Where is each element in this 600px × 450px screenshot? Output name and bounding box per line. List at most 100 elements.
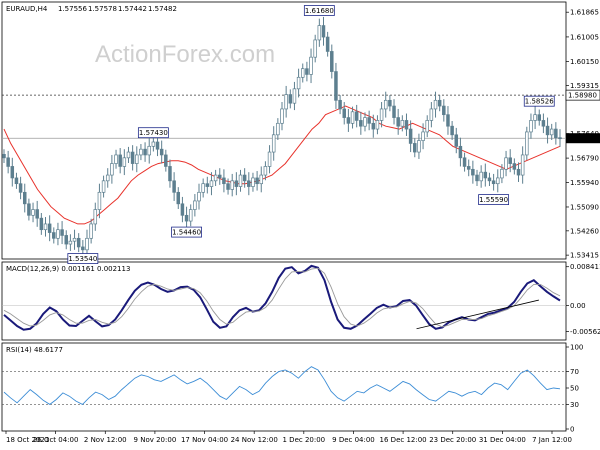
candle (180, 196, 185, 223)
candle (139, 144, 143, 161)
candle (14, 172, 19, 189)
price-tick-label: 1.53415 (570, 252, 599, 260)
candle (172, 172, 176, 201)
candle (321, 16, 326, 46)
candle (346, 108, 351, 132)
price-tick-label: 1.54260 (570, 227, 599, 235)
candle-body-up (93, 209, 98, 225)
macd-panel (1, 261, 567, 341)
candle-body-down (437, 99, 442, 107)
price-annotation: 1.53540 (67, 253, 99, 264)
candle (267, 145, 272, 174)
price-tick-label: 1.55090 (570, 203, 599, 211)
candle (184, 206, 189, 230)
candle-body-up (197, 191, 201, 202)
candle-body-down (172, 180, 176, 193)
candle-body-down (218, 174, 222, 179)
candle-body-up (259, 174, 264, 185)
candle (400, 115, 405, 132)
candle-body-down (226, 183, 230, 190)
candle-body-up (31, 209, 35, 216)
candle-body-up (533, 114, 537, 121)
candle-body-up (309, 56, 313, 75)
candle-body-up (379, 108, 384, 121)
candle-body-down (396, 117, 400, 127)
candle (276, 118, 280, 140)
rsi-tick-label: 100 (570, 344, 583, 352)
price-panel-title: EURAUD,H4 (6, 5, 48, 13)
candle-body-up (72, 237, 77, 242)
candle-body-up (425, 120, 429, 133)
candle-body-down (64, 235, 68, 245)
macd-tick-label: 0.00 (570, 302, 586, 310)
current-price-box (566, 133, 600, 144)
candle-body-up (292, 88, 297, 104)
candle (450, 121, 454, 140)
rsi-panel (1, 342, 567, 432)
candle-body-down (487, 177, 492, 182)
candle (508, 149, 512, 173)
candle (43, 217, 48, 237)
candle-body-up (85, 237, 89, 251)
candle (354, 104, 359, 128)
candle-body-up (400, 120, 405, 127)
candle-body-up (89, 223, 93, 239)
candle-body-up (122, 157, 127, 167)
candle-body-down (255, 177, 259, 185)
candle (288, 89, 293, 109)
candle-body-up (276, 122, 280, 136)
candle (313, 34, 317, 63)
price-annotation: 1.54460 (171, 226, 202, 238)
candle (126, 146, 131, 163)
candle-body-down (346, 117, 351, 124)
price-annotation-label: 1.53540 (68, 255, 97, 263)
candle (247, 172, 251, 196)
rsi-tick-label: 30 (570, 401, 579, 409)
price-annotation-box (137, 127, 169, 139)
candle-body-down (143, 148, 147, 156)
candle (454, 127, 459, 154)
candle (296, 68, 301, 98)
candle-body-down (442, 105, 446, 116)
candle (159, 140, 164, 164)
macd-signal-line (3, 267, 561, 328)
candle (292, 81, 297, 111)
candle (317, 18, 322, 47)
candle-body-down (359, 120, 363, 127)
price-tick-label: 1.61005 (570, 33, 599, 41)
candle-body-down (404, 120, 409, 130)
candle-body-up (479, 171, 483, 182)
candle-body-down (466, 166, 471, 170)
price-panel (1, 1, 567, 260)
candle-body-down (554, 128, 558, 139)
candle-body-up (68, 240, 73, 245)
candle-body-down (22, 191, 27, 205)
candle-body-up (350, 111, 355, 124)
candle (558, 129, 562, 147)
candle-body-down (454, 134, 459, 147)
rsi-line (3, 366, 561, 405)
candle (379, 102, 384, 128)
price-annotation: 1.57430 (137, 127, 169, 139)
price-annotation-box (171, 226, 202, 238)
candle (164, 149, 168, 172)
candle-body-up (251, 177, 255, 187)
price-annotation-label: 1.58526 (525, 98, 554, 106)
candle (47, 215, 52, 242)
candle-body-down (27, 203, 31, 216)
candle-body-up (383, 99, 388, 110)
candle (487, 172, 492, 186)
candle-body-down (176, 191, 181, 205)
candle (375, 115, 380, 135)
candle (529, 113, 533, 139)
candle-body-up (151, 141, 156, 147)
candle (72, 229, 77, 250)
time-tick-label: 9 Dec 04:00 (332, 436, 375, 444)
resistance-label: 1.58980 (568, 92, 597, 100)
candle-body-down (325, 36, 330, 52)
candle (2, 149, 6, 163)
candle-body-up (363, 117, 367, 127)
candle (338, 95, 342, 115)
candle (392, 99, 396, 125)
ohlc-open: 1.57556 (58, 5, 87, 13)
